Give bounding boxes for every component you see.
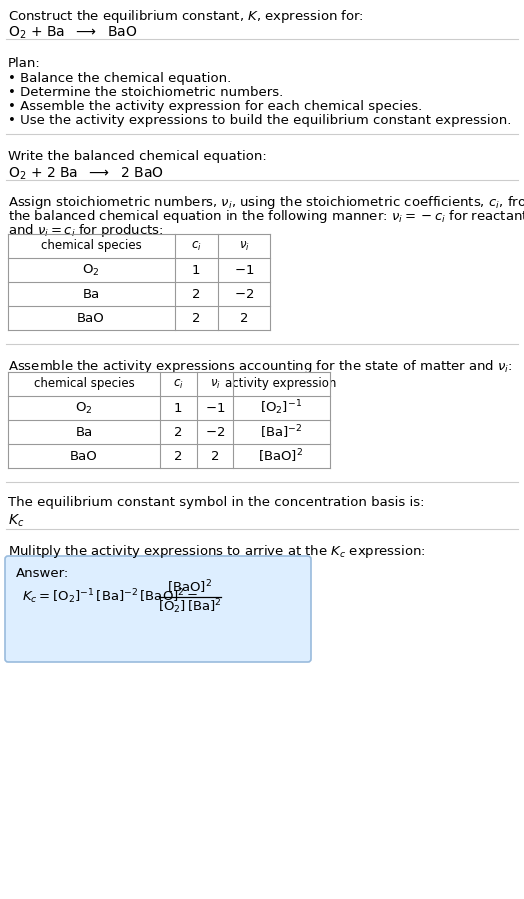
- Text: Plan:: Plan:: [8, 57, 41, 70]
- Text: 1: 1: [192, 263, 200, 277]
- Text: Mulitply the activity expressions to arrive at the $K_c$ expression:: Mulitply the activity expressions to arr…: [8, 543, 426, 560]
- Bar: [8, 234, 270, 330]
- Text: activity expression: activity expression: [225, 378, 337, 390]
- Text: chemical species: chemical species: [41, 239, 141, 253]
- Text: 2: 2: [211, 450, 219, 462]
- Text: $\nu_i$: $\nu_i$: [210, 378, 221, 390]
- Text: $\mathrm{O_2}$ + 2 Ba  $\longrightarrow$  2 BaO: $\mathrm{O_2}$ + 2 Ba $\longrightarrow$ …: [8, 166, 163, 182]
- Text: $-2$: $-2$: [205, 425, 225, 439]
- Text: BaO: BaO: [77, 311, 105, 325]
- Text: BaO: BaO: [70, 450, 98, 462]
- Text: $\mathrm{O_2}$ + Ba  $\longrightarrow$  BaO: $\mathrm{O_2}$ + Ba $\longrightarrow$ Ba…: [8, 25, 137, 41]
- Text: 2: 2: [192, 311, 200, 325]
- Text: Construct the equilibrium constant, $K$, expression for:: Construct the equilibrium constant, $K$,…: [8, 8, 364, 25]
- Text: 2: 2: [174, 425, 182, 439]
- Text: Write the balanced chemical equation:: Write the balanced chemical equation:: [8, 150, 267, 163]
- Text: $\nu_i$: $\nu_i$: [238, 239, 249, 253]
- Text: $c_i$: $c_i$: [172, 378, 183, 390]
- Text: and $\nu_i = c_i$ for products:: and $\nu_i = c_i$ for products:: [8, 222, 163, 239]
- Text: • Assemble the activity expression for each chemical species.: • Assemble the activity expression for e…: [8, 100, 422, 113]
- FancyBboxPatch shape: [5, 556, 311, 662]
- Text: Answer:: Answer:: [16, 567, 69, 580]
- Text: $-2$: $-2$: [234, 288, 254, 300]
- Text: Ba: Ba: [82, 288, 100, 300]
- Text: • Determine the stoichiometric numbers.: • Determine the stoichiometric numbers.: [8, 86, 283, 99]
- Text: $-1$: $-1$: [234, 263, 254, 277]
- Text: Assemble the activity expressions accounting for the state of matter and $\nu_i$: Assemble the activity expressions accoun…: [8, 358, 512, 375]
- Text: $K_c$: $K_c$: [8, 513, 24, 530]
- Text: Assign stoichiometric numbers, $\nu_i$, using the stoichiometric coefficients, $: Assign stoichiometric numbers, $\nu_i$, …: [8, 194, 524, 211]
- Text: The equilibrium constant symbol in the concentration basis is:: The equilibrium constant symbol in the c…: [8, 496, 424, 509]
- Text: $[\mathrm{Ba}]^{-2}$: $[\mathrm{Ba}]^{-2}$: [260, 423, 302, 441]
- Text: 2: 2: [174, 450, 182, 462]
- Text: $[\mathrm{O_2}]\,[\mathrm{Ba}]^{2}$: $[\mathrm{O_2}]\,[\mathrm{Ba}]^{2}$: [158, 598, 222, 617]
- Text: 1: 1: [174, 402, 182, 414]
- Text: $[\mathrm{O_2}]^{-1}$: $[\mathrm{O_2}]^{-1}$: [260, 398, 302, 417]
- Text: • Balance the chemical equation.: • Balance the chemical equation.: [8, 72, 231, 85]
- Text: $\mathrm{O_2}$: $\mathrm{O_2}$: [75, 400, 93, 415]
- Bar: [8, 372, 330, 468]
- Text: chemical species: chemical species: [34, 378, 134, 390]
- Text: $[\mathrm{BaO}]^{2}$: $[\mathrm{BaO}]^{2}$: [168, 578, 213, 596]
- Text: the balanced chemical equation in the following manner: $\nu_i = -c_i$ for react: the balanced chemical equation in the fo…: [8, 208, 524, 225]
- Text: $c_i$: $c_i$: [191, 239, 201, 253]
- Text: Ba: Ba: [75, 425, 93, 439]
- Text: $-1$: $-1$: [205, 402, 225, 414]
- Text: 2: 2: [192, 288, 200, 300]
- Text: 2: 2: [240, 311, 248, 325]
- Text: $[\mathrm{BaO}]^{2}$: $[\mathrm{BaO}]^{2}$: [258, 447, 303, 465]
- Text: $K_c = [\mathrm{O_2}]^{-1}\,[\mathrm{Ba}]^{-2}\,[\mathrm{BaO}]^{2} =$: $K_c = [\mathrm{O_2}]^{-1}\,[\mathrm{Ba}…: [22, 588, 198, 606]
- Text: $\mathrm{O_2}$: $\mathrm{O_2}$: [82, 263, 100, 278]
- Text: • Use the activity expressions to build the equilibrium constant expression.: • Use the activity expressions to build …: [8, 114, 511, 127]
